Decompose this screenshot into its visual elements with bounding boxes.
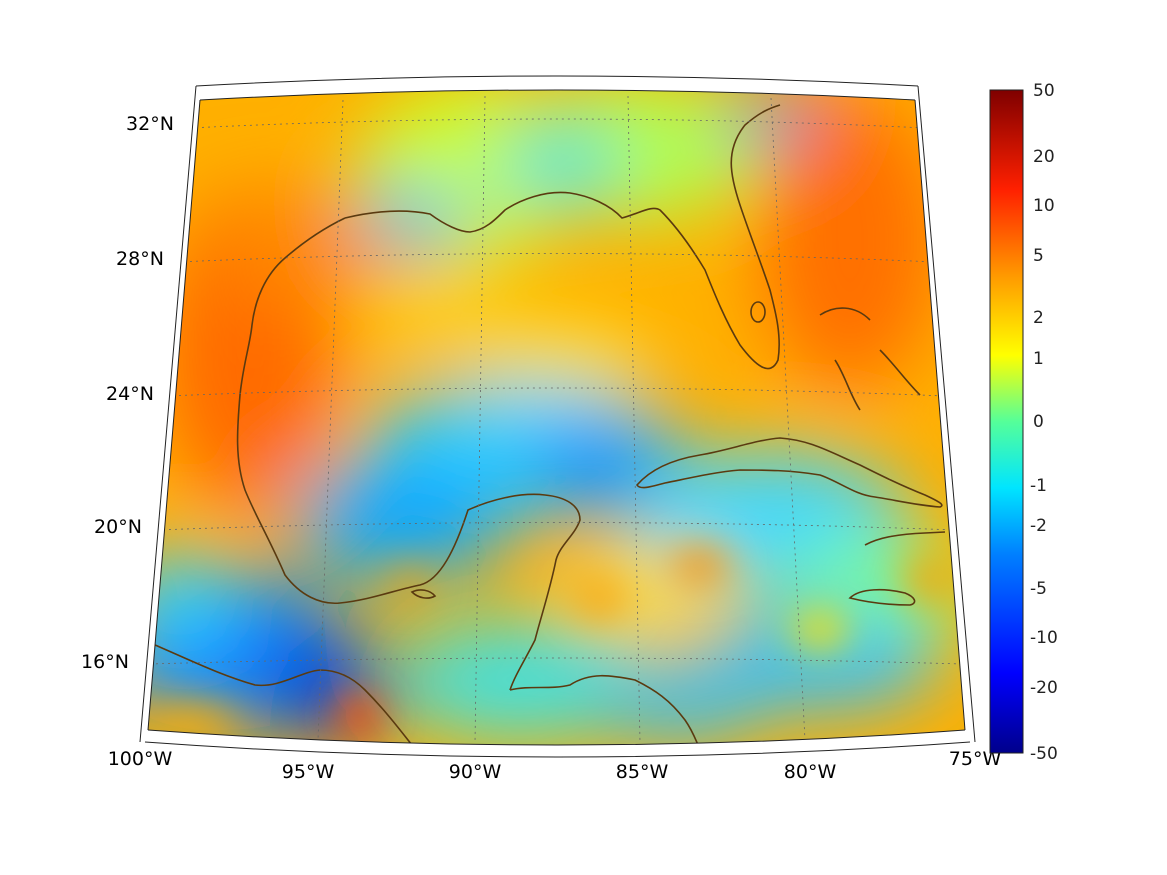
- colorbar-tick-label: -10: [1030, 628, 1058, 648]
- colorbar-tick-label: -50: [1030, 744, 1058, 764]
- colorbar-tick-label: -2: [1030, 516, 1047, 536]
- colorbar-gradient: [989, 89, 1024, 754]
- colorbar-tick-label: 1: [1033, 349, 1044, 369]
- colorbar-tick-label: -1: [1030, 476, 1047, 496]
- lon-tick-label: 80°W: [784, 761, 837, 783]
- colorbar-tick-label: 5: [1033, 246, 1044, 266]
- coastlines: [154, 104, 946, 745]
- lon-tick-label: 100°W: [108, 748, 173, 770]
- lon-tick-labels: 100°W 95°W 90°W 85°W 80°W 75°W: [108, 748, 1002, 783]
- graticule: [149, 95, 963, 744]
- colorbar-tick-label: 2: [1033, 308, 1044, 328]
- lat-tick-label: 24°N: [106, 383, 154, 405]
- lat-tick-label: 32°N: [126, 113, 174, 135]
- map-frame: [139, 75, 976, 758]
- lon-tick-label: 85°W: [616, 761, 669, 783]
- colorbar-tick-label: -5: [1030, 579, 1047, 599]
- colorbar-tick-label: 20: [1033, 147, 1055, 167]
- lat-tick-label: 16°N: [81, 651, 129, 673]
- lon-tick-label: 90°W: [449, 761, 502, 783]
- lon-tick-label: 75°W: [949, 748, 1002, 770]
- lat-tick-label: 28°N: [116, 248, 164, 270]
- lon-tick-label: 95°W: [282, 761, 335, 783]
- lat-tick-labels: 32°N 28°N 24°N 20°N 16°N: [81, 113, 174, 673]
- colorbar-tick-label: 10: [1033, 196, 1055, 216]
- colorbar-tick-label: -20: [1030, 678, 1058, 698]
- colorbar-tick-label: 0: [1033, 412, 1044, 432]
- colorbar-tick-label: 50: [1033, 81, 1055, 101]
- lat-tick-label: 20°N: [94, 516, 142, 538]
